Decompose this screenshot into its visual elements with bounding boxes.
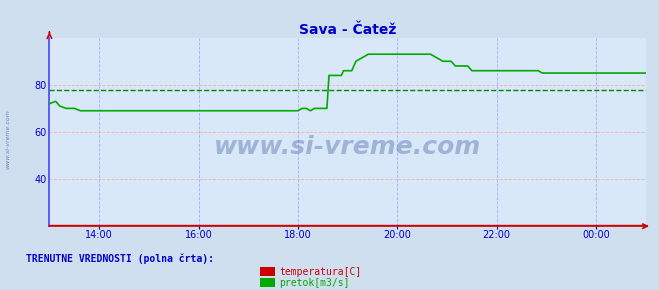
Text: TRENUTNE VREDNOSTI (polna črta):: TRENUTNE VREDNOSTI (polna črta):: [26, 254, 214, 264]
Title: Sava - Čatež: Sava - Čatež: [299, 23, 396, 37]
Text: pretok[m3/s]: pretok[m3/s]: [279, 278, 350, 288]
Text: www.si-vreme.com: www.si-vreme.com: [5, 109, 11, 169]
Text: www.si-vreme.com: www.si-vreme.com: [214, 135, 481, 159]
Text: temperatura[C]: temperatura[C]: [279, 267, 362, 277]
